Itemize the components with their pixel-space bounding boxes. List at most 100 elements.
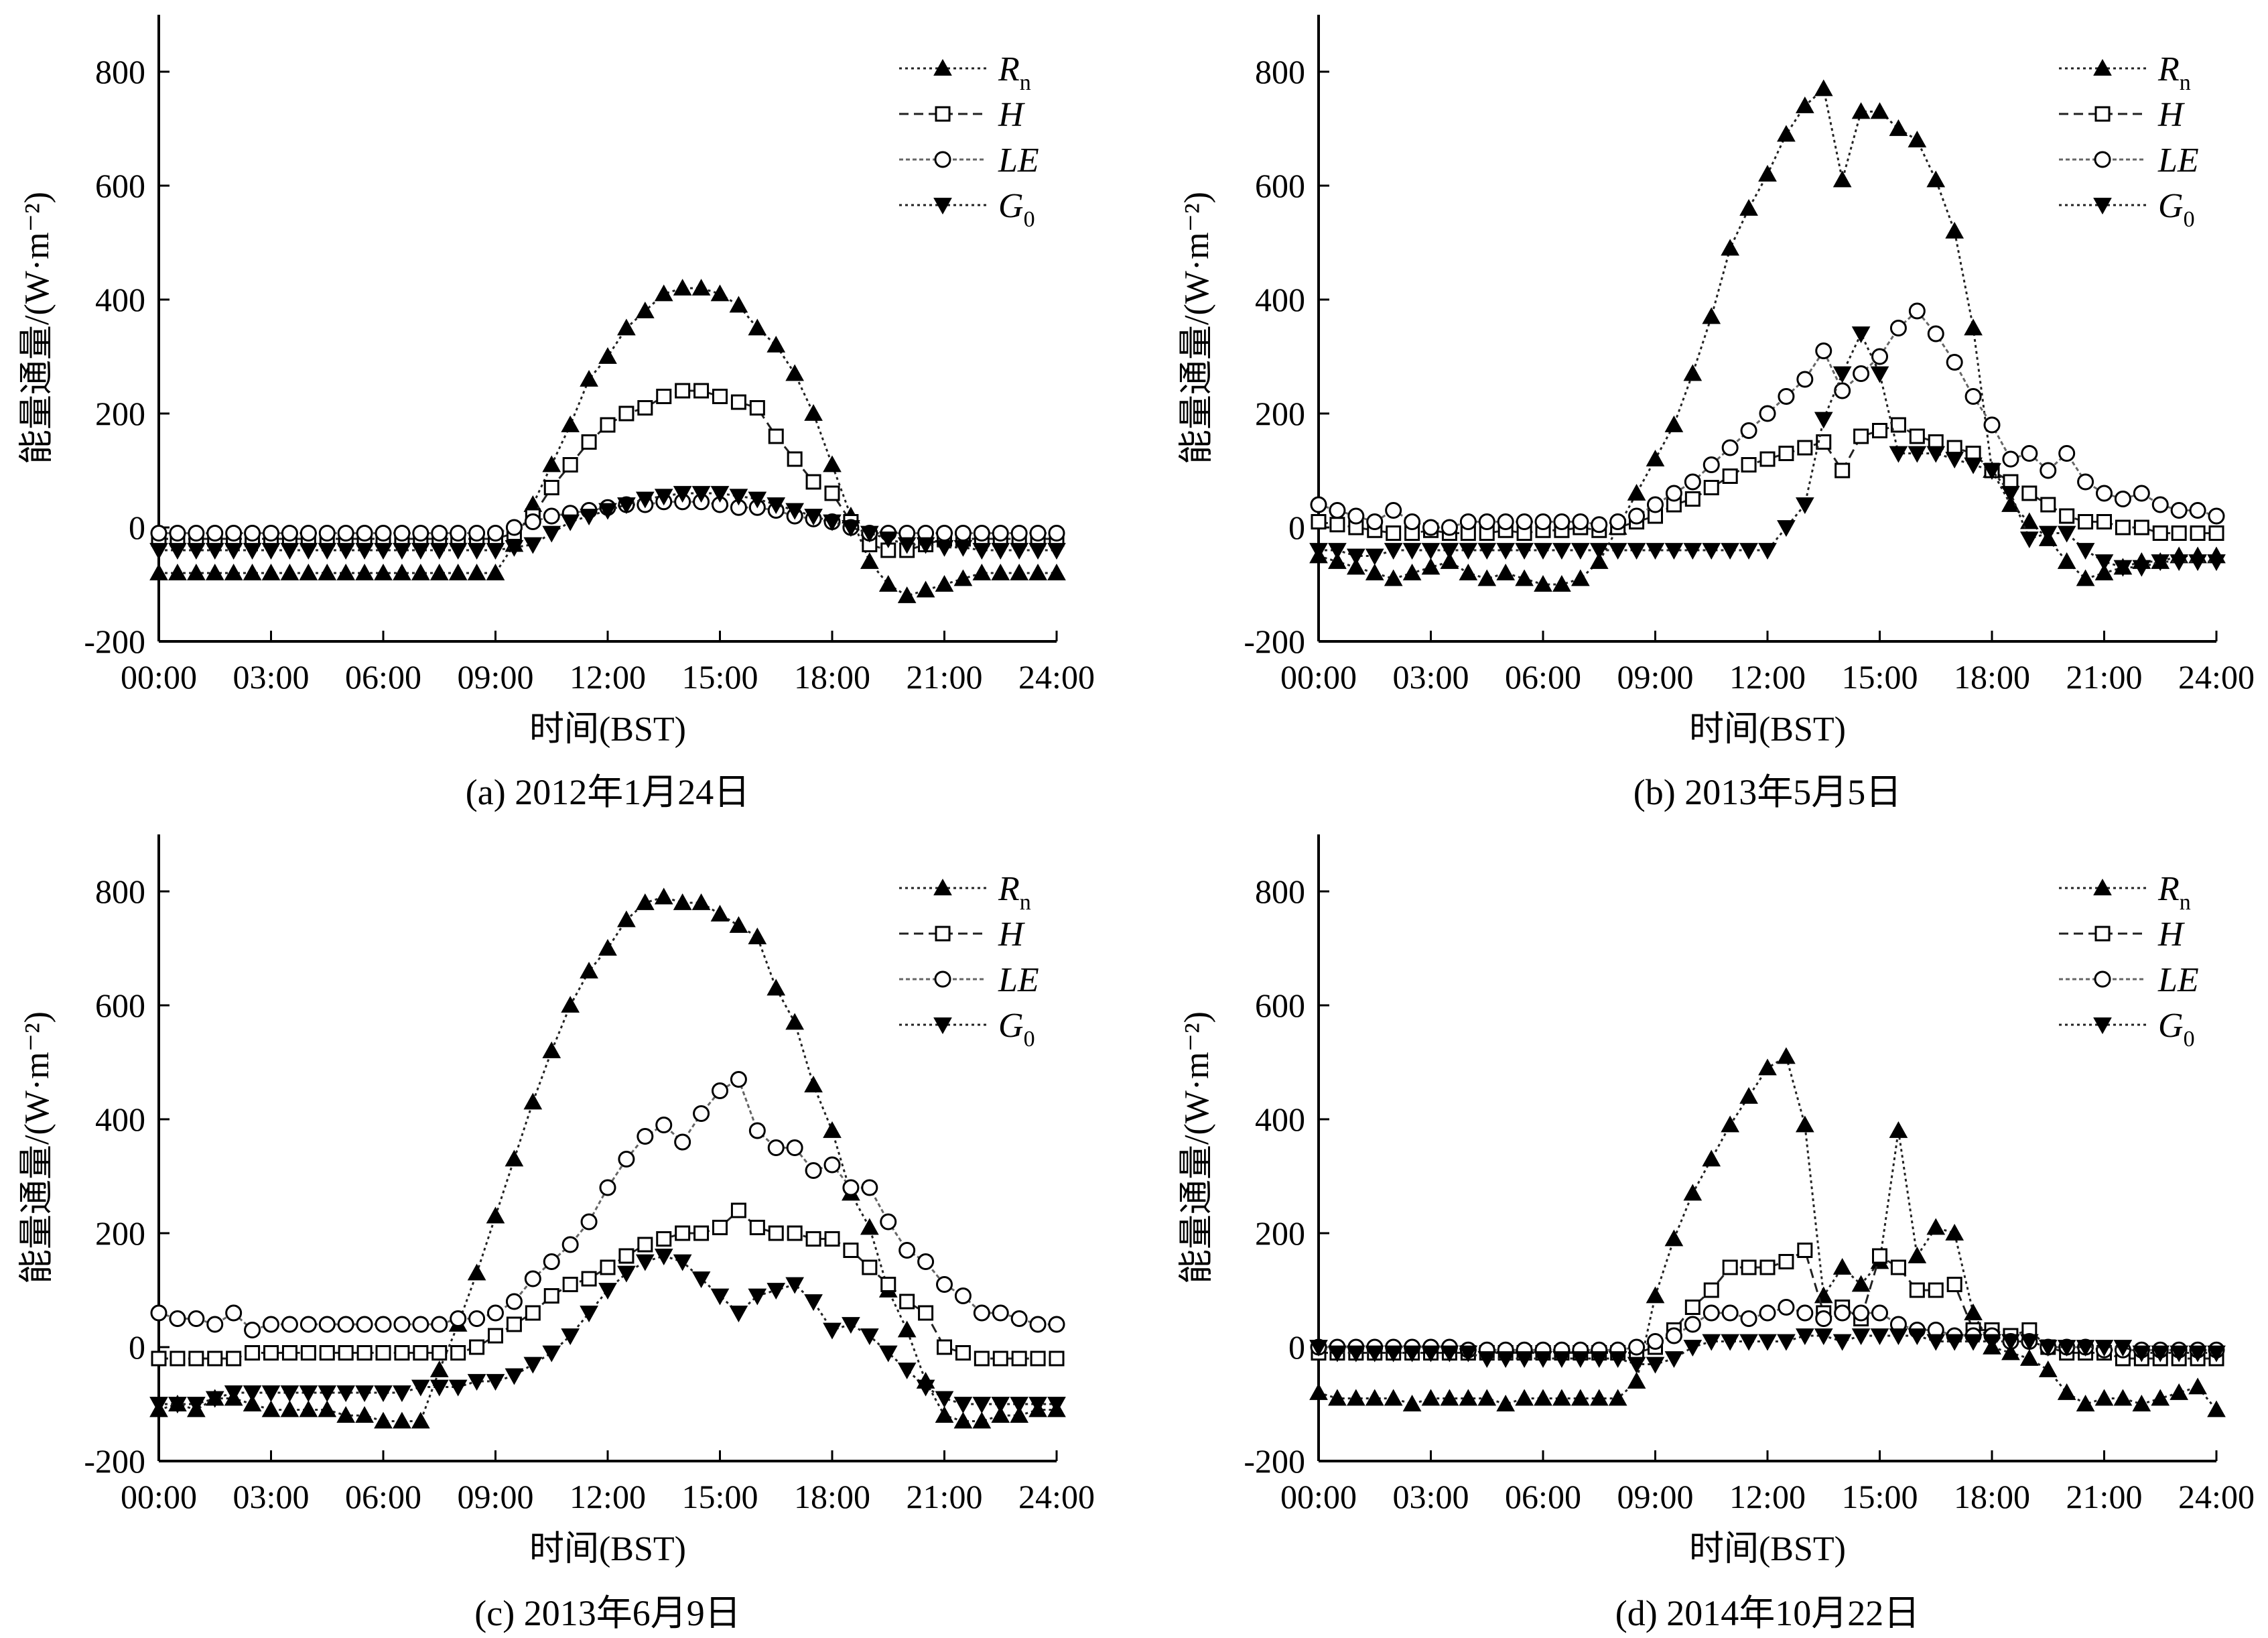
- legend-marker: [934, 151, 951, 168]
- data-point: [243, 1394, 262, 1411]
- data-point: [1496, 543, 1516, 560]
- data-point: [1702, 1149, 1721, 1167]
- x-tick-label: 09:00: [458, 1478, 534, 1515]
- data-point: [2170, 502, 2188, 519]
- data-point: [785, 364, 805, 381]
- data-point: [1871, 348, 1888, 365]
- x-tick-label: 12:00: [1729, 1478, 1806, 1515]
- data-point: [1946, 1277, 1962, 1292]
- data-point: [1309, 1383, 1328, 1400]
- legend-marker: [2093, 58, 2112, 76]
- data-point: [448, 543, 468, 560]
- data-point: [1010, 563, 1029, 580]
- x-tick-label: 18:00: [1954, 1478, 2030, 1515]
- data-point: [356, 1345, 373, 1361]
- y-tick-label: 600: [1255, 167, 1305, 204]
- data-point: [1816, 434, 1832, 450]
- data-point: [972, 563, 992, 580]
- data-point: [693, 1225, 710, 1241]
- data-point: [411, 563, 430, 580]
- data-point: [581, 434, 597, 450]
- data-point: [1534, 543, 1552, 560]
- data-point: [1516, 513, 1533, 530]
- series-H: [151, 1202, 1065, 1367]
- data-point: [1534, 513, 1552, 530]
- data-point: [467, 1263, 486, 1281]
- data-point: [2019, 1334, 2039, 1351]
- data-point: [1534, 1351, 1552, 1369]
- data-point: [972, 543, 992, 560]
- data-point: [1048, 525, 1065, 542]
- data-point: [1721, 439, 1739, 456]
- y-tick-label: 0: [129, 509, 145, 546]
- data-point: [149, 563, 168, 580]
- data-point: [1740, 422, 1757, 439]
- data-point: [1496, 1394, 1516, 1411]
- data-point: [729, 916, 748, 933]
- data-point: [1515, 543, 1534, 560]
- legend: RnH LE G0: [899, 50, 1039, 232]
- y-tick-label: 800: [95, 873, 145, 910]
- data-point: [1047, 543, 1066, 560]
- data-point: [899, 1294, 915, 1310]
- data-point: [486, 1374, 505, 1391]
- data-point: [991, 563, 1010, 580]
- data-point: [823, 1121, 842, 1138]
- data-point: [637, 400, 653, 416]
- data-point: [617, 910, 636, 928]
- data-point: [1328, 1389, 1347, 1406]
- data-point: [2094, 563, 2114, 580]
- x-tick-label: 00:00: [121, 658, 197, 696]
- data-point: [319, 1345, 335, 1361]
- data-point: [1477, 569, 1497, 586]
- data-point: [2207, 1400, 2226, 1418]
- data-point: [1739, 198, 1758, 216]
- data-point: [188, 1350, 204, 1367]
- data-point: [300, 1345, 316, 1361]
- data-point: [393, 1316, 411, 1333]
- data-point: [748, 1122, 766, 1139]
- data-point: [710, 904, 730, 922]
- data-point: [1589, 543, 1609, 560]
- data-point: [1758, 1058, 1777, 1076]
- data-point: [1477, 1389, 1497, 1406]
- data-point: [261, 563, 281, 580]
- data-point: [787, 451, 803, 467]
- data-point: [1028, 1397, 1047, 1414]
- y-axis-title: 能量通量/(W·m⁻²): [18, 192, 56, 464]
- data-point: [1814, 79, 1833, 97]
- legend: RnH LE G0: [899, 870, 1039, 1052]
- data-point: [878, 574, 898, 592]
- data-point: [860, 1328, 879, 1346]
- data-point: [654, 887, 673, 905]
- data-point: [1478, 513, 1495, 530]
- data-point: [355, 563, 374, 580]
- data-point: [1347, 507, 1365, 525]
- data-point: [1627, 1357, 1646, 1374]
- axes: -200 0 200 400 600 800 00:00 03:00 06:00 09:00 12:…: [1178, 15, 2255, 749]
- x-tick-label: 24:00: [1018, 1478, 1095, 1515]
- data-point: [1814, 1328, 1833, 1346]
- data-point: [973, 525, 990, 542]
- data-point: [749, 1220, 765, 1235]
- data-point: [1778, 1299, 1795, 1316]
- data-point: [917, 1253, 935, 1270]
- data-point: [1346, 1345, 1365, 1363]
- data-point: [562, 457, 578, 472]
- data-point: [804, 1294, 823, 1312]
- data-point: [186, 1397, 206, 1414]
- data-point: [1048, 1316, 1065, 1333]
- y-tick-label: 400: [1255, 1100, 1305, 1138]
- data-point: [656, 389, 672, 404]
- data-point: [2040, 497, 2056, 513]
- series-G0: [1309, 326, 2226, 577]
- series-G0: [1309, 1328, 2226, 1374]
- data-point: [766, 497, 786, 515]
- data-point: [710, 1288, 730, 1306]
- legend-label: G0: [2158, 187, 2195, 232]
- legend-label: H: [2157, 96, 2185, 134]
- data-point: [356, 525, 373, 542]
- data-point: [1365, 548, 1384, 566]
- data-point: [1795, 1115, 1814, 1133]
- data-point: [712, 389, 728, 404]
